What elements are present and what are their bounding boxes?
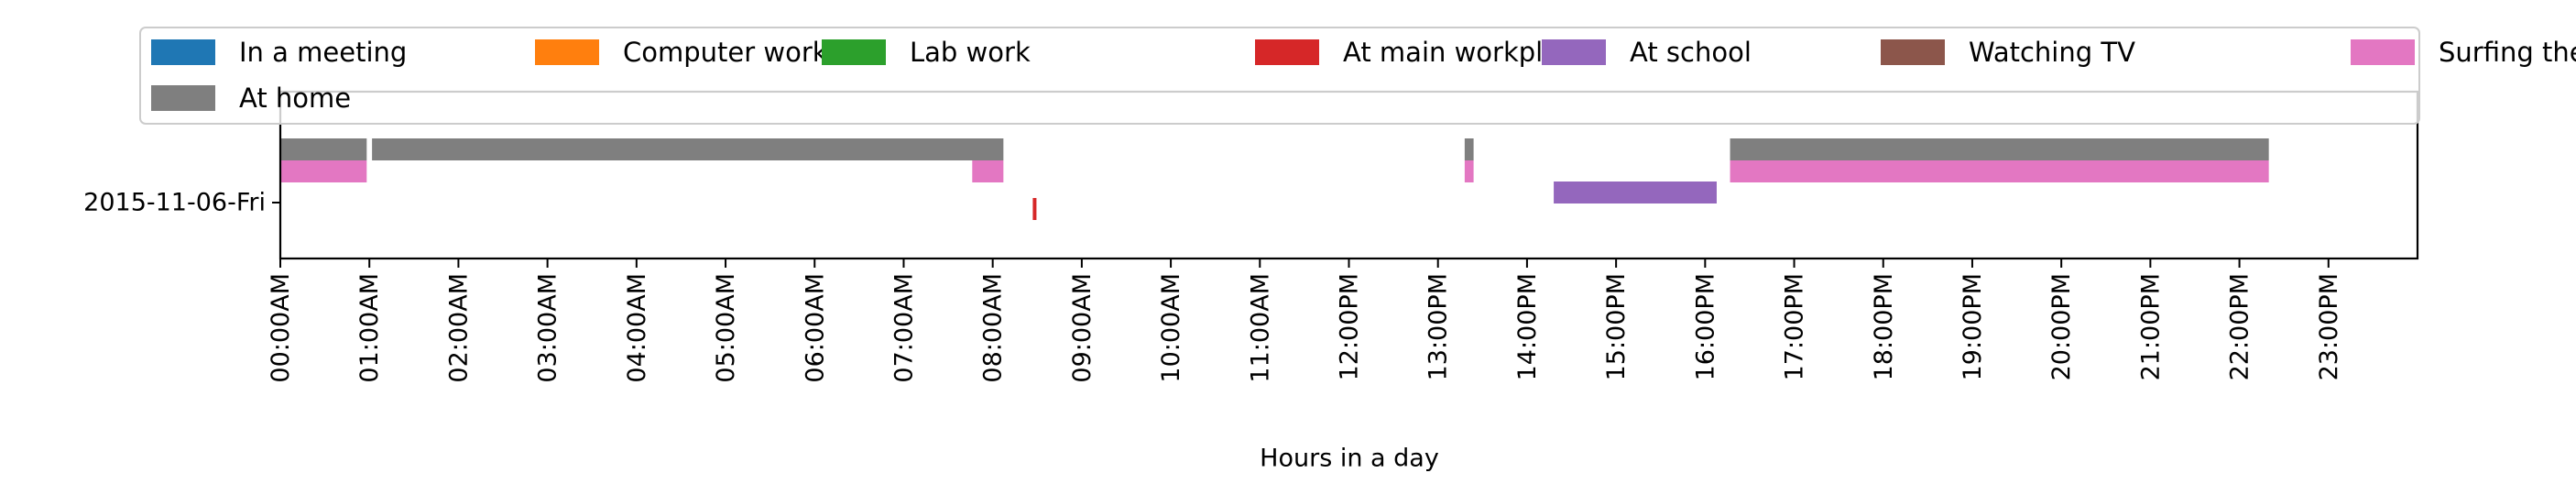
x-tick-label: 14:00PM	[1513, 273, 1542, 380]
bar-surfing-the-internet	[972, 160, 1004, 182]
x-tick-label: 18:00PM	[1870, 273, 1898, 380]
x-tick-label: 21:00PM	[2136, 273, 2165, 380]
legend-label: Computer work	[623, 37, 828, 68]
x-tick-label: 23:00PM	[2315, 273, 2343, 380]
legend-item: At school	[1542, 37, 1752, 68]
x-tick-label: 06:00AM	[801, 273, 829, 383]
legend-label: Lab work	[910, 37, 1031, 68]
legend-item: Lab work	[822, 37, 1031, 68]
legend-swatch	[1881, 39, 1945, 65]
x-tick-label: 22:00PM	[2226, 273, 2254, 380]
x-tick-label: 16:00PM	[1691, 273, 1719, 380]
legend-swatch	[151, 85, 215, 111]
x-tick-label: 01:00AM	[355, 273, 384, 383]
legend-label: At school	[1630, 37, 1752, 68]
bar-at-home	[1730, 138, 2269, 160]
bar-at-home	[1464, 138, 1474, 160]
bar-surfing-the-internet	[280, 160, 367, 182]
x-tick-label: 17:00PM	[1781, 273, 1809, 380]
legend-swatch	[2351, 39, 2415, 65]
y-axis: 2015-11-06-Fri	[83, 189, 280, 217]
x-axis-label: Hours in a day	[1260, 445, 1439, 473]
legend-item: In a meeting	[151, 37, 407, 68]
bar-at-school	[1554, 182, 1717, 204]
x-tick-label: 13:00PM	[1424, 273, 1453, 380]
legend-label: At home	[239, 82, 351, 114]
bar-surfing-the-internet	[1730, 160, 2269, 182]
x-tick-label: 03:00AM	[534, 273, 562, 383]
legend-item: Computer work	[535, 37, 828, 68]
legend-frame	[139, 27, 2420, 125]
x-tick-label: 08:00AM	[979, 273, 1008, 383]
x-tick-label: 04:00AM	[623, 273, 651, 383]
legend-item: Surfing the internet	[2351, 37, 2576, 68]
legend-item: At main workplace	[1255, 37, 1590, 68]
x-axis-ticks: 00:00AM 01:00AM 02:00AM 03:00AM 04:00AM 05:00…	[267, 258, 2343, 383]
x-tick-label: 20:00PM	[2047, 273, 2076, 380]
bar-at-home	[280, 138, 367, 160]
legend-swatch	[151, 39, 215, 65]
x-tick-label: 05:00AM	[712, 273, 740, 383]
bar-surfing-the-internet	[1464, 160, 1474, 182]
legend-label: Surfing the internet	[2439, 37, 2576, 68]
x-tick-label: 12:00PM	[1336, 273, 1364, 380]
legend-item: At home	[151, 82, 351, 114]
legend-swatch	[1255, 39, 1319, 65]
x-tick-label: 07:00AM	[890, 273, 918, 383]
x-tick-label: 10:00AM	[1157, 273, 1185, 383]
x-tick-label: 02:00AM	[444, 273, 473, 383]
x-tick-label: 11:00AM	[1246, 273, 1274, 383]
legend-swatch	[1542, 39, 1606, 65]
bar-at-home	[372, 138, 1004, 160]
y-tick-label: 2015-11-06-Fri	[83, 189, 266, 217]
x-tick-label: 19:00PM	[1959, 273, 1987, 380]
x-tick-label: 09:00AM	[1068, 273, 1097, 383]
legend-swatch	[822, 39, 886, 65]
legend: In a meeting Computer work Lab work At main…	[139, 27, 2576, 125]
legend-item: Watching TV	[1881, 37, 2135, 68]
legend-swatch	[535, 39, 599, 65]
legend-label: Watching TV	[1969, 37, 2135, 68]
x-tick-label: 15:00PM	[1602, 273, 1631, 380]
x-tick-label: 00:00AM	[267, 273, 295, 383]
legend-label: In a meeting	[239, 37, 407, 68]
bar-at-main-workplace	[1032, 198, 1037, 220]
bars-layer	[280, 138, 2269, 220]
